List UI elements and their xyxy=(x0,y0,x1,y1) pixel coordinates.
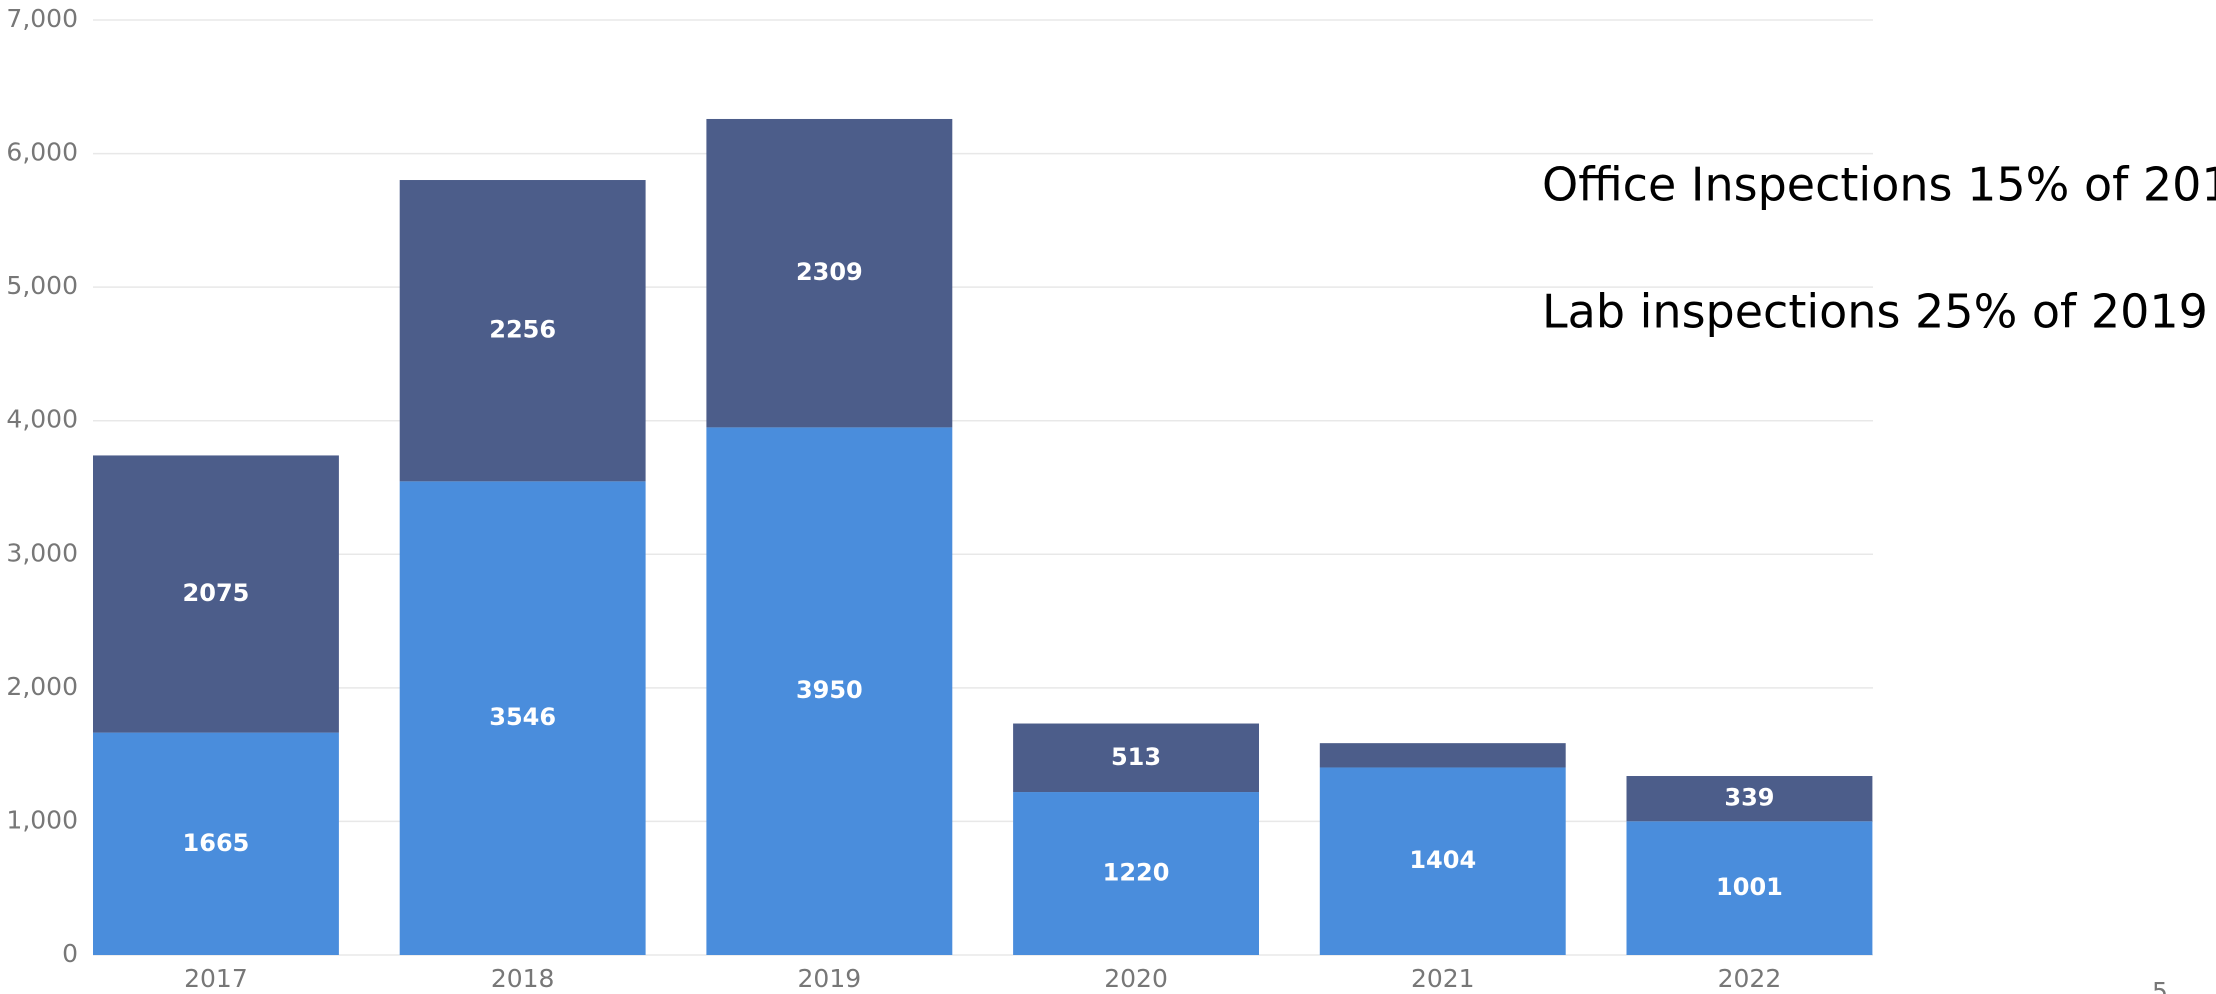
x-tick-label: 2017 xyxy=(184,964,248,993)
value-label: 3546 xyxy=(489,703,556,731)
bar-segment xyxy=(93,732,339,955)
value-label: 2256 xyxy=(489,316,556,344)
bar-segment xyxy=(399,481,646,955)
y-tick-label: 1,000 xyxy=(6,805,78,834)
bar-segment xyxy=(1626,821,1873,955)
value-label: 513 xyxy=(1111,743,1161,771)
y-tick-label: 4,000 xyxy=(6,405,78,434)
annotation: Office Inspections 15% of 2019 xyxy=(1542,158,2216,212)
annotation: Lab inspections 25% of 2019 xyxy=(1542,285,2208,339)
value-label: 1001 xyxy=(1716,873,1783,901)
value-label: 2075 xyxy=(183,579,250,607)
page-number: 5 xyxy=(2152,977,2168,994)
value-label: 2309 xyxy=(796,258,863,286)
y-tick-label: 5,000 xyxy=(6,271,78,300)
x-tick-label: 2018 xyxy=(491,964,555,993)
y-tick-label: 7,000 xyxy=(6,4,78,33)
bar-segment xyxy=(1319,743,1566,768)
bar-segment xyxy=(706,427,953,956)
y-tick-label: 0 xyxy=(62,939,78,968)
x-tick-label: 2022 xyxy=(1718,964,1782,993)
value-label: 1220 xyxy=(1103,859,1170,887)
value-label: 339 xyxy=(1724,784,1774,812)
bar-segment xyxy=(1319,767,1566,955)
x-tick-label: 2019 xyxy=(798,964,862,993)
bar-segment xyxy=(1626,776,1873,822)
bar-segment xyxy=(1013,723,1259,793)
x-tick-label: 2020 xyxy=(1104,964,1168,993)
y-tick-label: 6,000 xyxy=(6,138,78,167)
value-label: 1665 xyxy=(183,829,250,857)
bar-segment xyxy=(1013,792,1259,955)
y-tick-label: 2,000 xyxy=(6,672,78,701)
bar-segment xyxy=(706,118,953,428)
bar-segment xyxy=(399,180,646,482)
value-label: 3950 xyxy=(796,676,863,704)
bar-segment xyxy=(93,455,339,733)
value-label: 1404 xyxy=(1409,846,1476,874)
y-tick-label: 3,000 xyxy=(6,538,78,567)
x-tick-label: 2021 xyxy=(1411,964,1475,993)
